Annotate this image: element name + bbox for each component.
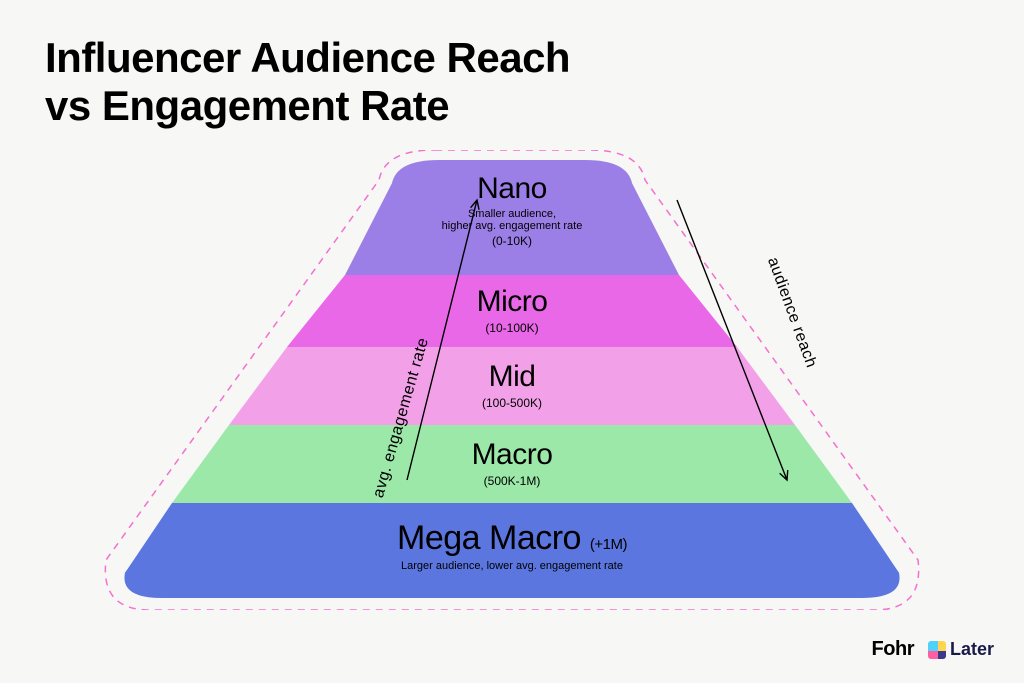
later-logo-text: Later (950, 639, 994, 660)
pyramid-diagram: NanoSmaller audience,higher avg. engagem… (102, 150, 922, 610)
page-title: Influencer Audience Reach vs Engagement … (45, 34, 570, 131)
fohr-logo: Fohr (872, 638, 914, 661)
later-logo-icon (928, 641, 946, 659)
title-line-1: Influencer Audience Reach (45, 34, 570, 81)
title-line-2: vs Engagement Rate (45, 82, 449, 129)
pyramid-svg (102, 150, 922, 610)
logo-bar: Fohr Later (872, 638, 994, 661)
later-logo: Later (928, 639, 994, 660)
